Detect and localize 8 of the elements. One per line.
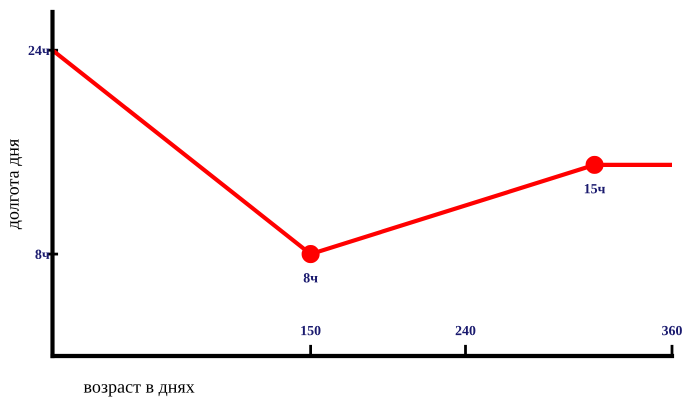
data-label: 8ч: [304, 273, 318, 283]
x-tick-label: 150: [301, 326, 321, 336]
data-label: 15ч: [584, 184, 606, 194]
x-tick-label: 240: [456, 326, 476, 336]
y-tick-label: 24ч: [28, 46, 50, 56]
x-tick-label: 360: [662, 326, 682, 336]
y-axis-title: долгота дня: [10, 139, 22, 230]
x-axis-title: возраст в днях: [84, 384, 195, 396]
